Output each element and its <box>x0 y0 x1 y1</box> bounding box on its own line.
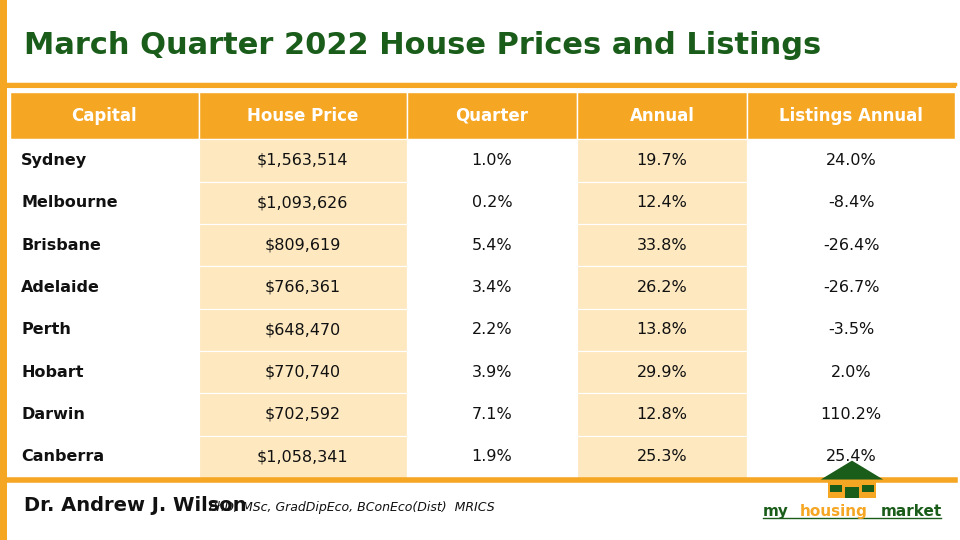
Text: 0.2%: 0.2% <box>471 195 513 210</box>
Text: $1,093,626: $1,093,626 <box>257 195 348 210</box>
Text: Canberra: Canberra <box>21 449 105 464</box>
Text: Adelaide: Adelaide <box>21 280 100 295</box>
Text: 1.9%: 1.9% <box>471 449 513 464</box>
Text: Annual: Annual <box>630 106 694 125</box>
Text: -3.5%: -3.5% <box>828 322 875 338</box>
Text: 29.9%: 29.9% <box>636 364 687 380</box>
Text: Hobart: Hobart <box>21 364 84 380</box>
Text: 13.8%: 13.8% <box>636 322 687 338</box>
Text: 3.4%: 3.4% <box>471 280 512 295</box>
Text: Quarter: Quarter <box>455 106 528 125</box>
Text: Brisbane: Brisbane <box>21 238 101 253</box>
Text: 25.3%: 25.3% <box>636 449 687 464</box>
Text: 26.2%: 26.2% <box>636 280 687 295</box>
Text: $809,619: $809,619 <box>265 238 341 253</box>
Text: $648,470: $648,470 <box>265 322 341 338</box>
Text: 33.8%: 33.8% <box>636 238 687 253</box>
Text: Listings Annual: Listings Annual <box>780 106 924 125</box>
Text: my: my <box>763 504 789 519</box>
Text: 7.1%: 7.1% <box>471 407 513 422</box>
Text: $1,563,514: $1,563,514 <box>257 153 348 168</box>
Text: $770,740: $770,740 <box>265 364 341 380</box>
Text: 24.0%: 24.0% <box>826 153 876 168</box>
Text: March Quarter 2022 House Prices and Listings: March Quarter 2022 House Prices and List… <box>24 31 821 60</box>
Text: Darwin: Darwin <box>21 407 85 422</box>
Text: -8.4%: -8.4% <box>828 195 875 210</box>
Text: Capital: Capital <box>71 106 137 125</box>
Text: Dr. Andrew J. Wilson: Dr. Andrew J. Wilson <box>24 496 247 516</box>
Text: $766,361: $766,361 <box>265 280 341 295</box>
Text: $1,058,341: $1,058,341 <box>257 449 348 464</box>
Text: 12.8%: 12.8% <box>636 407 687 422</box>
Text: PhD, MSc, GradDipEco, BConEco(Dist)  MRICS: PhD, MSc, GradDipEco, BConEco(Dist) MRIC… <box>209 501 495 514</box>
Text: 1.0%: 1.0% <box>471 153 513 168</box>
Text: -26.7%: -26.7% <box>823 280 879 295</box>
Text: Perth: Perth <box>21 322 71 338</box>
Text: -26.4%: -26.4% <box>823 238 879 253</box>
Text: 25.4%: 25.4% <box>826 449 876 464</box>
Text: housing: housing <box>800 504 868 519</box>
Text: 2.2%: 2.2% <box>471 322 513 338</box>
Text: 3.9%: 3.9% <box>471 364 512 380</box>
Text: 12.4%: 12.4% <box>636 195 687 210</box>
Text: House Price: House Price <box>247 106 358 125</box>
Text: 110.2%: 110.2% <box>821 407 881 422</box>
Text: market: market <box>880 504 942 519</box>
Text: 19.7%: 19.7% <box>636 153 687 168</box>
Text: Sydney: Sydney <box>21 153 87 168</box>
Text: 2.0%: 2.0% <box>830 364 872 380</box>
Text: $702,592: $702,592 <box>265 407 341 422</box>
Text: 5.4%: 5.4% <box>471 238 513 253</box>
Text: Melbourne: Melbourne <box>21 195 118 210</box>
